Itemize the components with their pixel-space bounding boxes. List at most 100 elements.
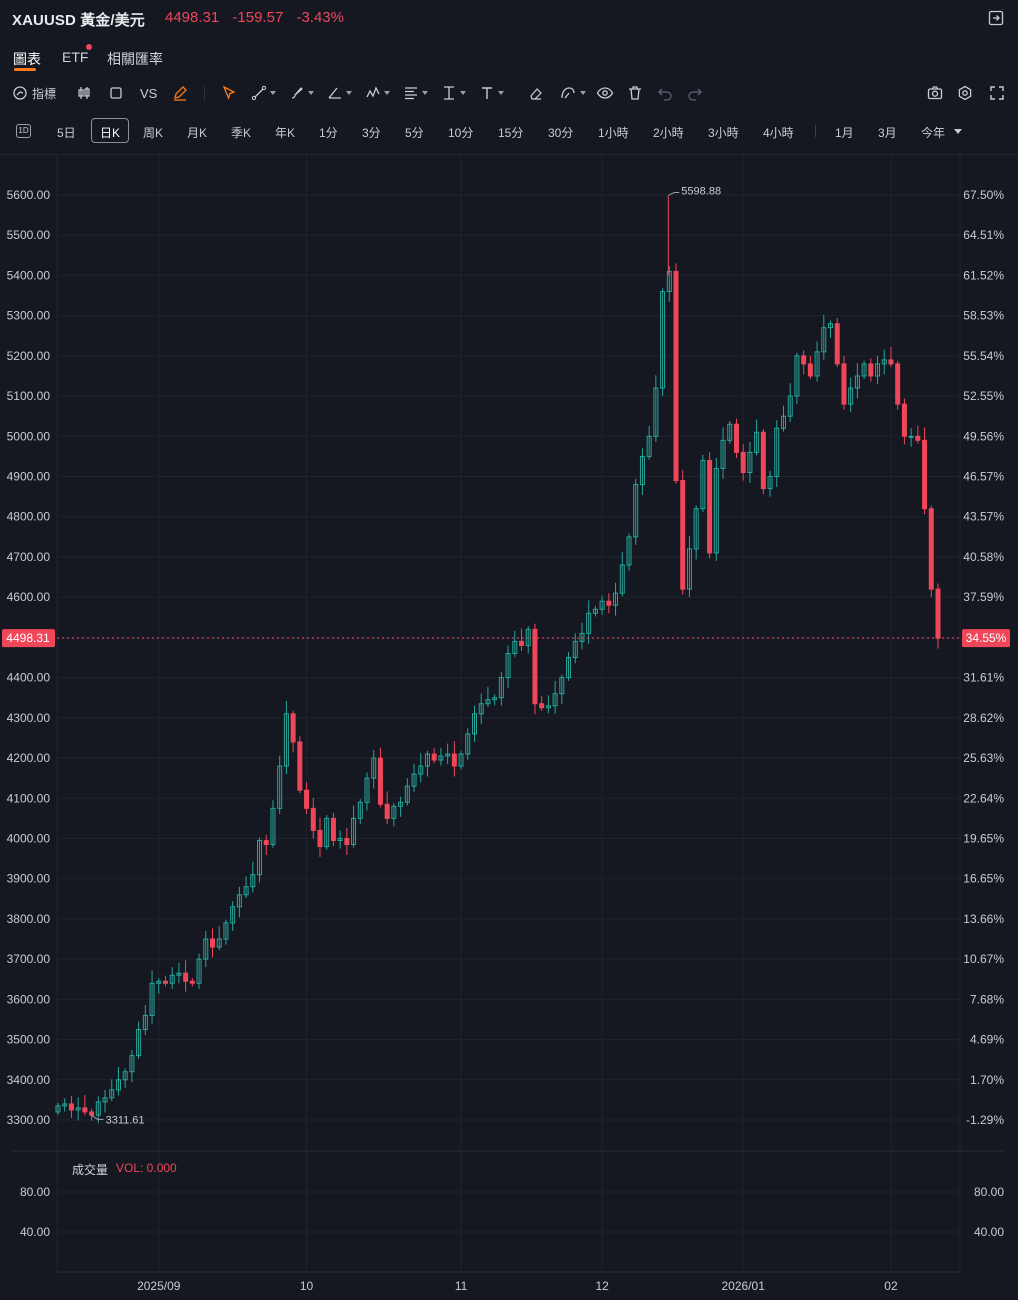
pattern-tool-button[interactable] [365,83,390,103]
period-2h[interactable]: 2小時 [653,126,684,140]
candle-body [660,291,666,389]
candle-body [834,323,840,365]
period-mode-icon[interactable]: 1D [16,124,31,138]
text-tool-icon [482,87,492,99]
tab-etf[interactable]: ETF [62,49,89,65]
magnet-button[interactable] [559,83,586,103]
candle-body [310,807,316,831]
period-30m[interactable]: 30分 [548,126,574,140]
x-tick-label: 10 [300,1279,314,1293]
pct-tick-label: 43.57% [963,510,1004,524]
measure-tool-button[interactable] [441,83,466,103]
period-1m[interactable]: 1分 [319,126,338,140]
x-tick-label: 12 [595,1279,609,1293]
fullscreen-icon [990,86,1004,100]
period-monthly[interactable]: 月K [187,126,208,140]
magnet-icon [561,87,575,99]
pct-tick-label: 40.58% [963,550,1004,564]
period-3h[interactable]: 3小時 [708,126,739,140]
candle-body [498,677,504,699]
period-5m[interactable]: 5分 [405,126,424,140]
candle-body [485,699,491,705]
candle-body [176,972,182,976]
pencil-button[interactable] [172,83,188,103]
candle-body [277,765,283,809]
candle-body [257,839,263,876]
candle-body [391,805,397,819]
visibility-button[interactable] [596,83,614,103]
drawing-toolbar: 指標 VS [0,78,1018,108]
y-tick-label: 4400.00 [7,671,51,685]
angle-tool-button[interactable] [327,83,352,103]
high-marker-line [668,191,680,196]
candle-body [693,508,699,550]
pct-tick-label: 61.52% [963,268,1004,282]
measure-tool-icon [444,86,454,100]
candle-body [297,741,303,791]
header: XAUUSD 黃金/美元 4498.31 -159.57 -3.43% [0,0,1018,38]
candle-body [828,323,834,329]
period-3m[interactable]: 3分 [362,126,381,140]
period-3mo[interactable]: 3月 [878,126,897,140]
period-15m[interactable]: 15分 [498,126,524,140]
rectangle-button[interactable] [108,83,124,103]
last-pct-tag [962,629,1010,648]
candle-type-icon [78,87,90,99]
candle-type-button[interactable] [76,83,92,103]
settings-button[interactable] [957,83,973,103]
candle-body [364,777,370,803]
tab-related-fx[interactable]: 相關匯率 [107,51,163,67]
period-yearly[interactable]: 年K [275,126,296,140]
quote-line: 4498.31 -159.57 -3.43% [165,9,353,26]
fullscreen-button[interactable] [989,83,1005,103]
candle-body [337,837,343,841]
candle-body [465,733,471,755]
indicator-icon [13,86,27,100]
period-dropdown-icon[interactable] [954,129,962,134]
angle-tool-icon [328,87,341,99]
period-1h[interactable]: 1小時 [598,126,629,140]
candle-body [136,1029,142,1057]
eraser-button[interactable] [528,83,544,103]
pct-tick-label: 10.67% [963,952,1004,966]
candle-body [196,958,202,984]
screenshot-button[interactable] [927,83,943,103]
period-4h[interactable]: 4小時 [763,126,794,140]
candle-body [512,640,518,654]
period-10m[interactable]: 10分 [448,126,474,140]
tab-active-underline [14,68,36,71]
fib-tool-button[interactable] [403,83,428,103]
candle-body [82,1107,88,1113]
volume-tick-label-right: 80.00 [974,1185,1004,1199]
redo-button[interactable] [687,83,703,103]
candle-body [720,439,726,469]
candle-body [68,1103,74,1111]
candle-body [787,395,793,417]
period-ytd[interactable]: 今年 [921,126,946,140]
tab-chart[interactable]: 圖表 [13,51,41,67]
y-tick-label: 3700.00 [7,952,51,966]
period-1mo[interactable]: 1月 [835,126,854,140]
compare-button[interactable]: VS [140,85,158,101]
period-5d[interactable]: 5日 [57,126,76,140]
delete-button[interactable] [627,83,643,103]
y-tick-label: 4100.00 [7,791,51,805]
candle-body [445,753,451,757]
price-change-pct: -3.43% [296,9,344,26]
period-quarterly[interactable]: 季K [231,126,252,140]
candle-body [519,640,525,646]
candle-body [431,753,437,761]
undo-button[interactable] [657,83,673,103]
pct-tick-label: 25.63% [963,751,1004,765]
candle-body [357,801,363,819]
text-tool-button[interactable] [479,83,504,103]
indicators-button[interactable]: 指標 [12,83,56,103]
period-weekly[interactable]: 周K [143,126,164,140]
period-daily[interactable]: 日K [91,118,130,143]
brush-tool-button[interactable] [289,83,314,103]
line-tool-button[interactable] [251,83,276,103]
cursor-button[interactable] [221,83,237,103]
candle-body [216,938,222,948]
exit-fullscreen-icon[interactable] [988,10,1004,26]
